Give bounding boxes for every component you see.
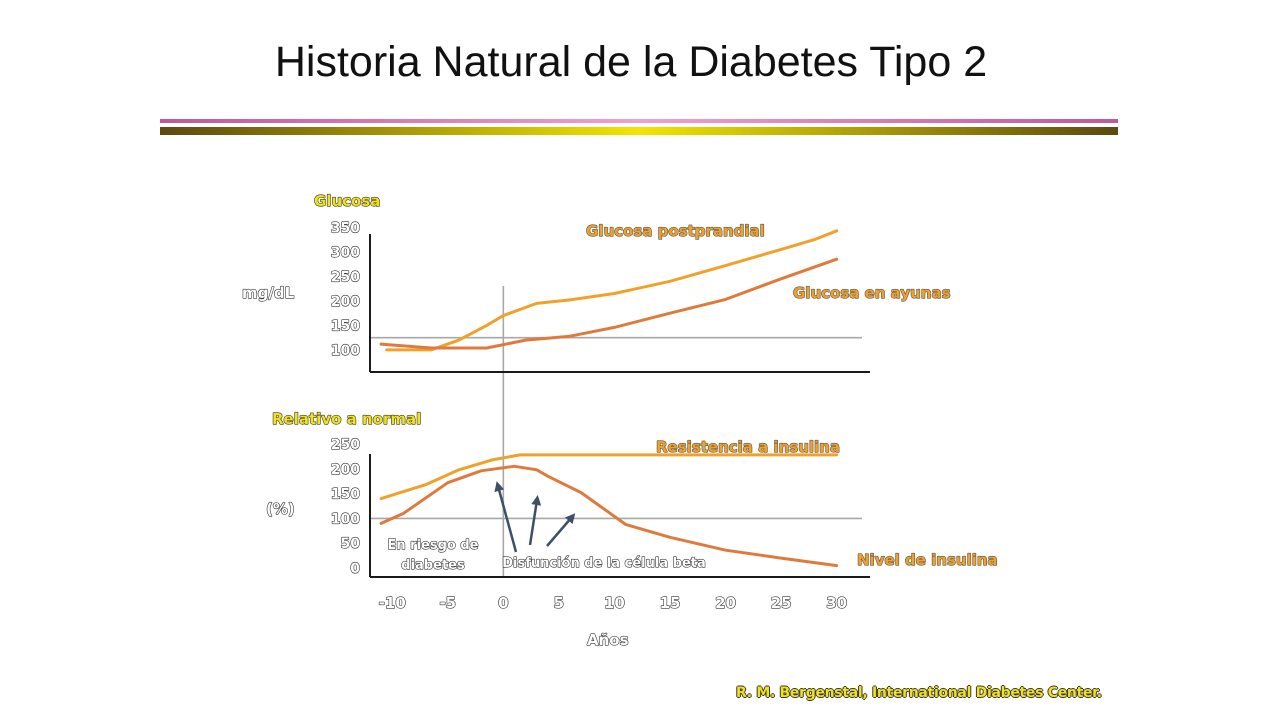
insulin-series-lines bbox=[379, 453, 839, 568]
glucose-panel-title: Glucosa bbox=[314, 192, 380, 210]
x-tick-30: 30 bbox=[826, 594, 847, 612]
x-tick-25: 25 bbox=[771, 594, 792, 612]
annotation-risk-line2: diabetes bbox=[401, 558, 465, 573]
series-line-glucosa-en-ayunas bbox=[379, 257, 839, 350]
x-tick--5: -5 bbox=[439, 594, 456, 612]
insulin-panel-title: Relativo a normal bbox=[272, 410, 421, 428]
glucose-y-tick-labels: 100 150 200 250 300 350 bbox=[330, 220, 361, 360]
annotation-risk-line1: En riesgo de bbox=[388, 538, 479, 553]
y-tick-glucose-150: 150 bbox=[331, 318, 360, 334]
x-tick-15: 15 bbox=[660, 594, 681, 612]
x-tick-20: 20 bbox=[715, 594, 736, 612]
slide-title: Historia Natural de la Diabetes Tipo 2 bbox=[274, 38, 988, 86]
series-line-resistencia-a-insulina bbox=[379, 453, 839, 501]
y-tick-insulin-200: 200 bbox=[331, 462, 360, 478]
y-tick-insulin-50: 50 bbox=[341, 536, 361, 552]
beta-arrow-3 bbox=[546, 513, 576, 547]
beta-arrow-1 bbox=[494, 481, 518, 553]
y-tick-insulin-0: 0 bbox=[350, 561, 360, 577]
legend-glucosa-postprandial: Glucosa postprandial bbox=[586, 222, 765, 240]
y-tick-insulin-100: 100 bbox=[331, 511, 360, 527]
glucose-axes bbox=[369, 234, 870, 373]
glucose-panel: Glucosa mg/dL 100 150 200 250 300 350 Glucosa… bbox=[241, 191, 951, 577]
x-tick-5: 5 bbox=[554, 594, 564, 612]
y-tick-glucose-350: 350 bbox=[331, 220, 360, 236]
glucose-series-lines bbox=[379, 229, 839, 352]
legend-glucosa-en-ayunas: Glucosa en ayunas bbox=[793, 284, 951, 302]
annotation-beta-cell: Disfunción de la célula beta bbox=[502, 556, 706, 571]
title-rule-bottom bbox=[160, 127, 1118, 135]
y-tick-glucose-250: 250 bbox=[331, 269, 360, 285]
insulin-y-tick-labels: 0 50 100 150 200 250 bbox=[330, 436, 361, 577]
beta-arrow-2 bbox=[528, 495, 542, 546]
glucose-y-axis-label: mg/dL bbox=[242, 284, 295, 302]
insulin-y-axis-label: (%) bbox=[266, 500, 295, 518]
legend-resistencia-insulina: Resistencia a insulina bbox=[656, 438, 840, 456]
glucose-reference-lines bbox=[370, 286, 862, 577]
x-axis-label: Años bbox=[587, 631, 629, 649]
x-tick--10: -10 bbox=[379, 594, 406, 612]
x-tick-10: 10 bbox=[604, 594, 625, 612]
title-rule-top bbox=[160, 119, 1118, 123]
source-citation: R. M. Bergenstal, International Diabetes… bbox=[736, 685, 1102, 701]
y-tick-glucose-200: 200 bbox=[331, 294, 360, 310]
insulin-axes bbox=[369, 454, 870, 578]
series-line-nivel-de-insulina bbox=[379, 464, 839, 568]
x-tick-labels: -10 -5 0 5 10 15 20 25 30 bbox=[378, 593, 848, 612]
y-tick-insulin-250: 250 bbox=[331, 437, 360, 453]
y-tick-insulin-150: 150 bbox=[331, 487, 360, 503]
x-tick-0: 0 bbox=[498, 594, 508, 612]
legend-nivel-insulina: Nivel de insulina bbox=[857, 551, 998, 569]
series-line-glucosa-postprandial bbox=[385, 229, 839, 352]
y-tick-glucose-100: 100 bbox=[331, 343, 360, 359]
y-tick-glucose-300: 300 bbox=[331, 245, 360, 261]
